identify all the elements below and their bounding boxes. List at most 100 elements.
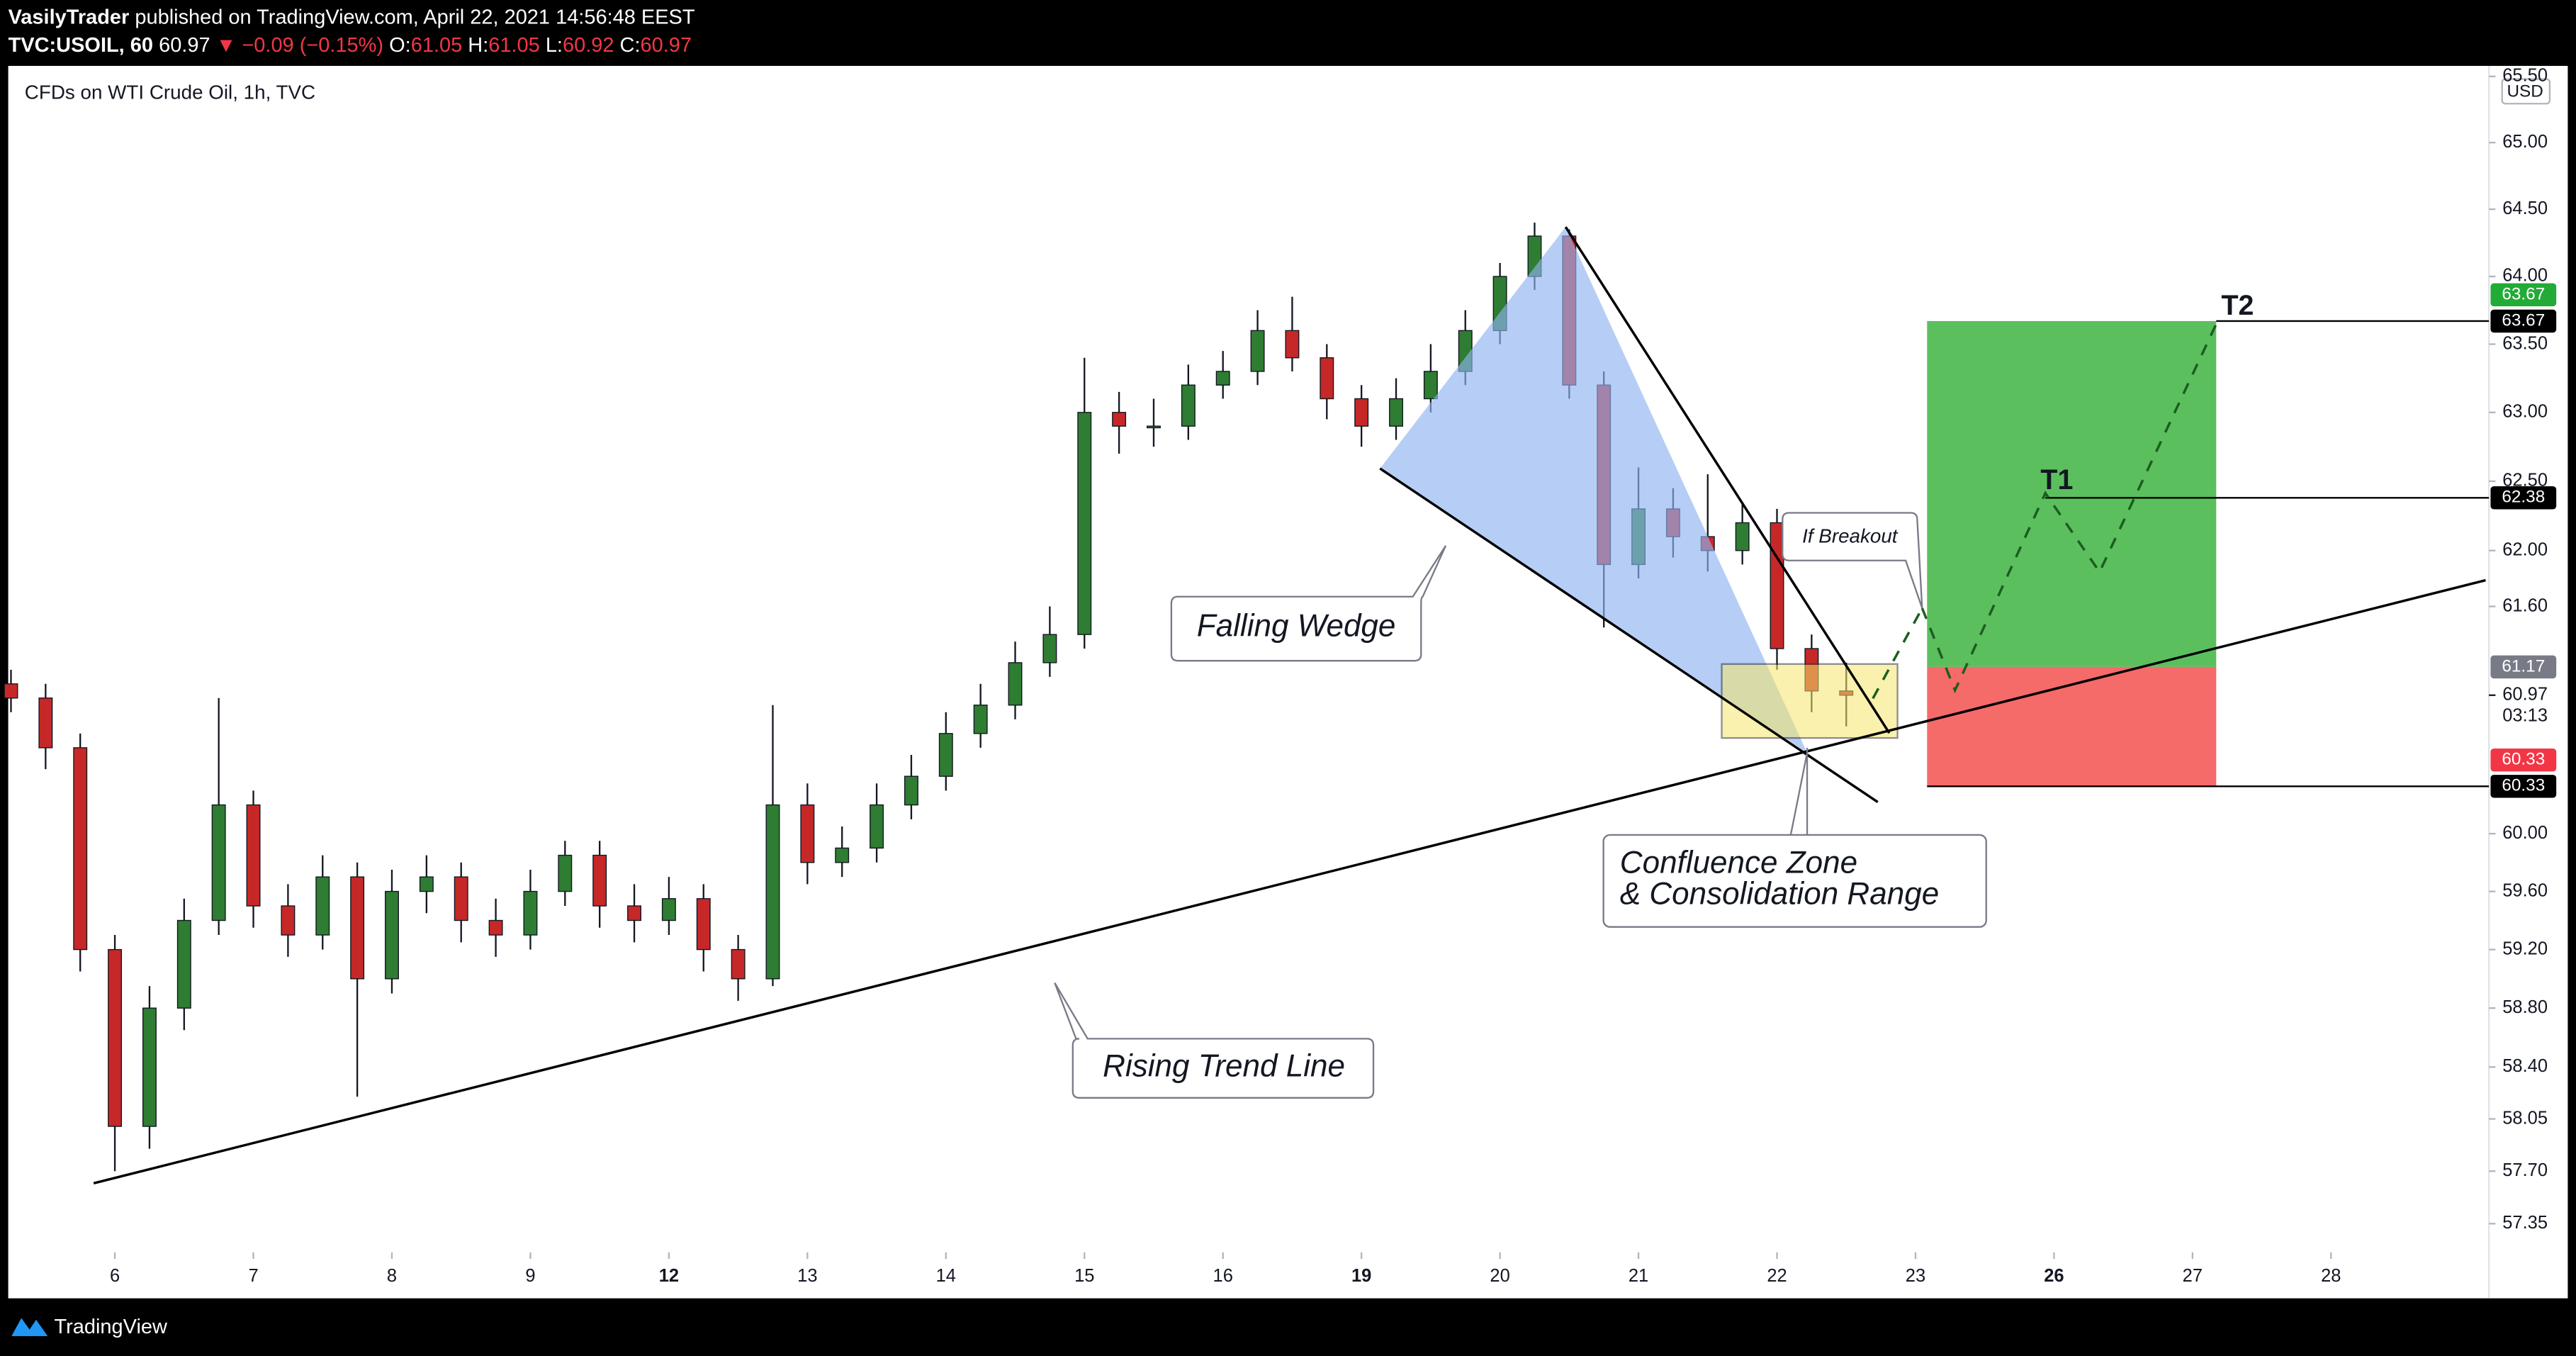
rising-trend-callout <box>1054 982 1375 1099</box>
price-label: 62.38 <box>2502 488 2545 507</box>
candle-body <box>870 804 884 849</box>
candle-body <box>661 898 676 921</box>
if-breakout-label: If Breakout <box>1802 525 1899 547</box>
confluence-callout <box>1602 834 1987 928</box>
y-tick-label: 57.70 <box>2502 1160 2548 1180</box>
h-label: H: <box>468 34 488 57</box>
price-label-box <box>2490 486 2557 510</box>
y-tick-label: 61.60 <box>2502 595 2548 615</box>
candle-body <box>211 804 226 921</box>
candle-body <box>4 683 18 699</box>
y-tick-label: 63.00 <box>2502 402 2548 422</box>
y-tick-label: 62.00 <box>2502 539 2548 559</box>
wedge-upper-line <box>1564 226 1891 734</box>
x-tick-label: 7 <box>248 1266 258 1286</box>
high: 61.05 <box>488 34 540 57</box>
open: 61.05 <box>411 34 463 57</box>
brand: TradingView <box>11 1316 167 1338</box>
price-label: 60.33 <box>2502 750 2545 769</box>
t1-label: T1 <box>2040 464 2073 495</box>
header-line: VasilyTrader published on TradingView.co… <box>9 6 695 28</box>
x-tick-label: 20 <box>1490 1266 1509 1286</box>
falling-wedge-callout <box>1170 545 1447 662</box>
x-tick-label: 16 <box>1213 1266 1233 1286</box>
y-tick-label: 63.50 <box>2502 333 2548 353</box>
candle-body <box>488 919 503 936</box>
last-price-label: 60.97 <box>2502 684 2548 704</box>
y-tick-label: 58.40 <box>2502 1056 2548 1076</box>
price-label-box <box>2490 775 2557 798</box>
y-tick-label: 60.00 <box>2502 823 2548 843</box>
candle-body <box>592 854 607 907</box>
candle-body <box>246 804 261 907</box>
y-tick-label: 57.35 <box>2502 1213 2548 1233</box>
y-tick-label: 64.00 <box>2502 266 2548 286</box>
symbol: TVC:USOIL, 60 <box>9 34 153 57</box>
candle-body <box>454 876 468 921</box>
x-tick-label: 15 <box>1074 1266 1094 1286</box>
candle-body <box>1770 522 1784 649</box>
candle-body <box>627 905 642 921</box>
y-tick-label: 58.80 <box>2502 997 2548 1017</box>
consolidation-box <box>1721 663 1899 739</box>
axis-layer: 65.5065.0064.5064.0063.5063.0062.5062.00… <box>110 66 2557 1286</box>
candle-body <box>1112 412 1127 427</box>
x-tick-label: 8 <box>387 1266 397 1286</box>
candle-body <box>904 775 918 806</box>
last: 60.97 <box>159 34 210 57</box>
price-label-box <box>2490 309 2557 333</box>
y-tick-label: 59.60 <box>2502 880 2548 900</box>
currency-box <box>2501 78 2551 105</box>
x-tick-label: 23 <box>1906 1266 1925 1286</box>
chart-title: CFDs on WTI Crude Oil, 1h, TVC <box>25 82 315 103</box>
candle-body <box>1389 398 1403 427</box>
candle-body <box>385 890 399 980</box>
candle-body <box>835 847 850 863</box>
x-tick-label: 9 <box>525 1266 535 1286</box>
y-tick-label: 65.00 <box>2502 132 2548 152</box>
brand-name: TradingView <box>55 1316 167 1338</box>
c-label: C: <box>620 34 641 57</box>
o-label: O: <box>389 34 411 57</box>
price-label-box <box>2490 748 2557 772</box>
wedge-lower-line <box>1379 467 1879 803</box>
x-tick-label: 12 <box>659 1266 679 1286</box>
falling-wedge-label: Falling Wedge <box>1197 608 1396 643</box>
candle-body <box>938 733 953 777</box>
price-label: 60.33 <box>2502 776 2545 795</box>
candle-body <box>765 804 780 980</box>
y-tick-label: 58.05 <box>2502 1108 2548 1128</box>
candle-body <box>973 705 988 734</box>
confluence-pointer <box>1789 752 1809 836</box>
price-label-box <box>2490 655 2557 679</box>
candle-body <box>1285 330 1300 359</box>
candle-body <box>419 876 434 892</box>
candle-body <box>1250 330 1265 372</box>
candle-body <box>176 919 191 1009</box>
x-tick-label: 21 <box>1629 1266 1648 1286</box>
l-label: L: <box>546 34 563 57</box>
target-zone <box>1927 320 2217 667</box>
x-tick-label: 27 <box>2183 1266 2203 1286</box>
x-tick-label: 13 <box>797 1266 817 1286</box>
countdown: 03:13 <box>2502 706 2548 726</box>
price-label: 61.17 <box>2502 656 2545 676</box>
x-tick-label: 26 <box>2044 1266 2064 1286</box>
candle-body <box>1077 412 1092 635</box>
x-tick-label: 19 <box>1351 1266 1371 1286</box>
candle-body <box>1735 522 1750 551</box>
y-tick-label: 65.50 <box>2502 66 2548 86</box>
candle-body <box>108 948 123 1127</box>
brand-logo <box>11 1318 48 1336</box>
confluence-label: & Consolidation Range <box>1620 876 1939 911</box>
candle-body <box>1354 398 1369 427</box>
candle-body <box>1320 357 1334 400</box>
candle-body <box>142 1007 157 1127</box>
author: VasilyTrader <box>9 6 130 28</box>
candle-body <box>800 804 815 863</box>
candle-body <box>731 948 746 980</box>
price-label: 63.67 <box>2502 310 2545 330</box>
published: published on TradingView.com, April 22, … <box>135 6 694 28</box>
wedge-fill <box>1380 227 1808 753</box>
